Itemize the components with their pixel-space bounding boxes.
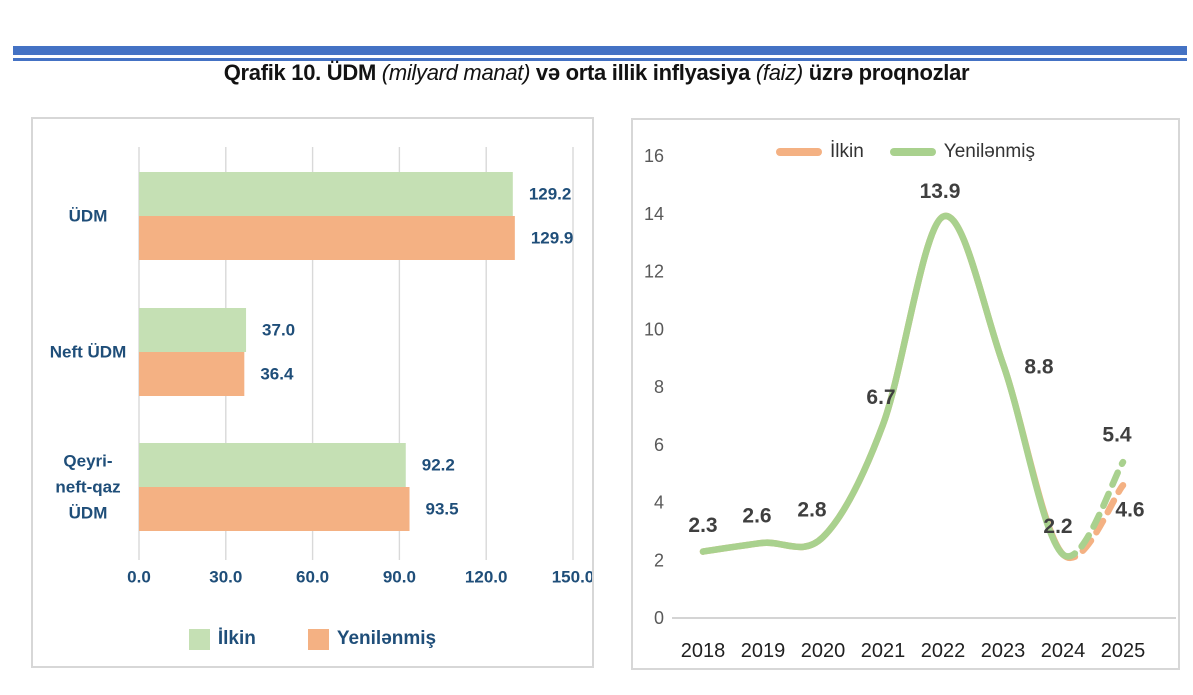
y-axis-tick-label: 16 [644, 146, 664, 166]
legend-item: İlkin [776, 141, 864, 163]
line-series-solid-Yenilənmiş [699, 212, 1067, 558]
y-axis-tick-label: 4 [654, 493, 664, 513]
x-axis-tick-label: 2025 [1101, 640, 1146, 662]
legend-item: İlkin [188, 628, 256, 650]
bar-ilkin [139, 308, 247, 352]
x-axis-tick-label: 0.0 [127, 568, 151, 587]
y-axis-tick-label: 10 [644, 319, 664, 339]
gdp-chart-legend: İlkin Yenilənmiş [33, 628, 592, 650]
data-label: 4.6 [1115, 499, 1144, 522]
bar-value-label: 37.0 [262, 321, 295, 340]
accent-bar-thick [13, 46, 1187, 55]
x-axis-tick-label: 2020 [801, 640, 846, 662]
page-title: Qrafik 10. ÜDM (milyard manat) və orta i… [0, 60, 1193, 86]
title-segment: Qrafik 10. ÜDM [223, 60, 382, 85]
legend-line-swatch-icon [776, 148, 822, 156]
x-axis-tick-label: 2019 [741, 640, 786, 662]
legend-swatch-icon [188, 628, 210, 650]
y-axis-tick-label: 12 [644, 262, 664, 282]
legend-label: İlkin [217, 628, 256, 649]
data-label: 8.8 [1024, 355, 1054, 378]
y-axis-tick-label: 0 [654, 608, 664, 628]
bar-ilkin [139, 443, 406, 487]
data-label: 2.8 [797, 499, 827, 522]
x-axis-tick-label: 2022 [921, 640, 966, 662]
line-series-dashed-Yenilənmiş [1059, 458, 1127, 560]
inflation-line-chart-panel: 0 2 4 6 8 10 12 14 16 2018 2019 2020 2021 2022 2023 202… [631, 118, 1180, 670]
legend-swatch-icon [307, 628, 329, 650]
bar-yenilenmis [139, 352, 245, 396]
x-axis-tick-label: 2023 [981, 640, 1026, 662]
category-label: Neft ÜDM [50, 343, 127, 362]
data-label: 5.4 [1102, 424, 1132, 447]
legend-label: İlkin [830, 141, 864, 162]
bar-value-label: 129.9 [531, 229, 574, 248]
category-label: ÜDM [69, 504, 108, 523]
legend-line-swatch-icon [889, 148, 936, 156]
x-axis-tick-label: 30.0 [209, 568, 242, 587]
x-axis-tick-label: 2018 [681, 640, 726, 662]
x-axis-tick-label: 60.0 [296, 568, 329, 587]
bar-value-label: 92.2 [422, 456, 455, 475]
title-italic-segment: (milyard manat) [381, 60, 531, 85]
category-label: ÜDM [69, 207, 108, 226]
y-axis-tick-label: 6 [654, 435, 664, 455]
title-segment: və orta illik inflyasiya [530, 60, 756, 85]
inflation-chart-legend: İlkin Yenilənmiş [633, 141, 1178, 163]
category-label: neft-qaz [55, 478, 120, 497]
bar-value-label: 93.5 [426, 500, 459, 519]
x-axis-tick-label: 2024 [1041, 640, 1086, 662]
legend-item: Yenilənmiş [307, 628, 437, 650]
title-segment: üzrə proqnozlar [802, 60, 970, 85]
x-axis-tick-label: 150.0 [552, 568, 592, 587]
bar-value-label: 36.4 [260, 365, 294, 384]
data-label: 13.9 [920, 180, 961, 203]
legend-item: Yenilənmiş [889, 141, 1035, 163]
accent-bar-thin [13, 58, 1187, 61]
x-axis-tick-label: 90.0 [383, 568, 416, 587]
legend-label: Yenilənmiş [943, 141, 1035, 162]
y-axis-tick-label: 14 [644, 204, 664, 224]
legend-label: Yenilənmiş [336, 628, 437, 649]
bar-value-label: 129.2 [529, 185, 572, 204]
title-italic-segment: (faiz) [755, 60, 803, 85]
bar-ilkin [139, 172, 513, 216]
data-label: 2.2 [1043, 515, 1072, 538]
bar-yenilenmis [139, 487, 410, 531]
gdp-bar-chart: 0.0 30.0 60.0 90.0 120.0 150.0 129.2 37.0 92.2 12… [50, 147, 592, 587]
data-label: 2.6 [742, 504, 771, 527]
x-axis-tick-label: 2021 [861, 640, 906, 662]
y-axis-tick-label: 2 [654, 550, 664, 570]
x-axis-tick-label: 120.0 [465, 568, 508, 587]
y-axis-tick-label: 8 [654, 377, 664, 397]
gdp-bar-chart-panel: 0.0 30.0 60.0 90.0 120.0 150.0 129.2 37.0 92.2 12… [31, 117, 594, 668]
category-label: Qeyri- [63, 452, 112, 471]
inflation-line-chart: 0 2 4 6 8 10 12 14 16 2018 2019 2020 2021 2022 2023 202… [644, 146, 1176, 662]
data-label: 2.3 [688, 514, 717, 537]
data-label: 6.7 [866, 386, 895, 409]
bar-yenilenmis [139, 216, 515, 260]
